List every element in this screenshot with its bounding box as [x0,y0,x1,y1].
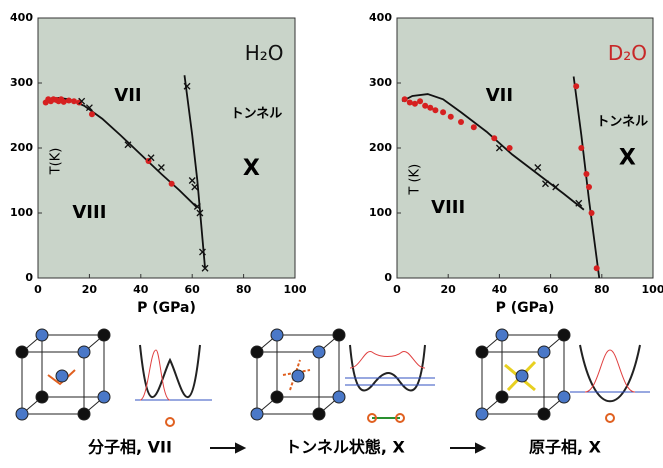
chart-title: H₂O [245,41,284,65]
data-point [594,265,600,271]
data-point [412,101,418,107]
y-tick-label: 400 [369,11,392,24]
x-tick-label: 20 [82,283,98,296]
data-point [586,184,592,190]
data-point [507,145,513,151]
data-point [471,124,477,130]
x-tick-label: 100 [642,283,663,296]
phase-annotation: VII [114,85,141,106]
y-tick-label: 200 [369,141,392,154]
phase-annotation: トンネル [231,107,283,122]
page: {"chart_data":[ {"type":"scatter","title… [0,0,663,468]
x-axis-label: P (GPa) [496,300,555,316]
x-tick-label: 20 [441,283,457,296]
y-tick-label: 0 [25,271,33,284]
y-tick-label: 400 [10,11,33,24]
data-point [583,171,589,177]
data-point [427,105,433,111]
y-tick-label: 200 [10,141,33,154]
phase-annotation: トンネル [596,115,648,130]
scheme-molecular [16,329,212,426]
scheme-tunnel [251,329,435,422]
data-point [440,109,446,115]
phase-label: 分子相, VII [88,438,172,457]
data-point [89,111,95,117]
chart-title: D₂O [608,41,647,65]
y-tick-label: 100 [369,206,392,219]
phase-label: トンネル状態, X [285,438,405,457]
x-tick-label: 0 [393,283,401,296]
data-point [491,135,497,141]
data-point [61,99,67,105]
y-tick-label: 300 [369,76,392,89]
figure: 分子相, VII トンネル状態, X 原子相, X 01002003004000… [0,0,663,464]
data-point [422,103,428,109]
phase-annotation: VII [486,85,513,106]
x-tick-label: 80 [236,283,252,296]
data-point [71,98,77,104]
y-tick-label: 300 [10,76,33,89]
x-tick-label: 40 [492,283,508,296]
x-tick-label: 0 [34,283,42,296]
x-tick-label: 60 [543,283,559,296]
scheme-atomic [476,329,650,422]
data-point [589,210,595,216]
phase-label: 原子相, X [529,438,602,457]
x-tick-label: 60 [185,283,201,296]
y-axis-label: T(K) [48,148,63,176]
phase-annotation: X [619,145,636,170]
data-point [417,98,423,104]
data-point [432,107,438,113]
data-point [578,145,584,151]
x-axis-label: P (GPa) [137,300,196,316]
data-point [169,181,175,187]
phase-annotation: VIII [72,202,106,223]
phase-annotation: X [243,156,260,181]
x-tick-label: 100 [284,283,307,296]
x-tick-label: 40 [133,283,149,296]
phase-annotation: VIII [431,197,465,218]
data-point [448,114,454,120]
y-tick-label: 100 [10,206,33,219]
x-tick-label: 80 [594,283,610,296]
data-point [66,98,72,104]
data-point [402,96,408,102]
data-point [573,83,579,89]
data-point [407,100,413,106]
y-axis-label: T (K) [407,164,422,196]
y-tick-label: 0 [384,271,392,284]
data-point [458,119,464,125]
